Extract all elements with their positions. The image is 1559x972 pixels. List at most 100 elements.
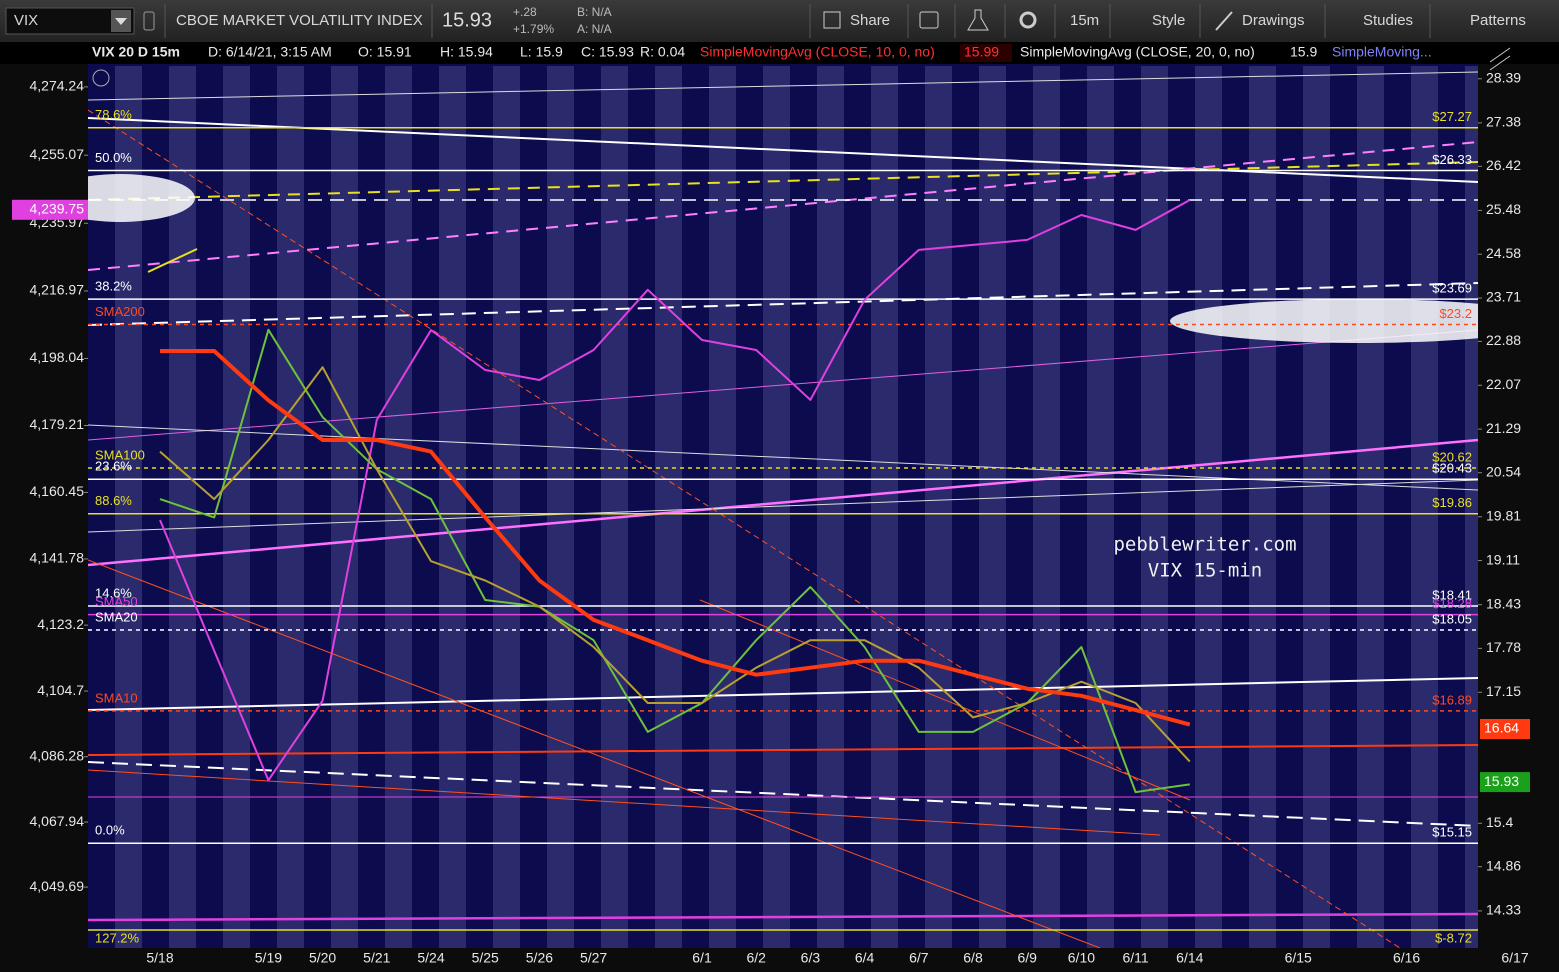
series-line (160, 349, 1191, 727)
share-button[interactable]: Share (850, 12, 890, 29)
level-price: $-8.72 (1435, 930, 1472, 945)
drawings-button[interactable]: Drawings (1242, 12, 1305, 29)
level-name: 0.0% (95, 823, 125, 838)
y-tick-label: 4,179.21 (30, 416, 85, 432)
timeframe-button[interactable]: 15m (1070, 12, 1099, 29)
series-line (159, 328, 1190, 794)
y-tick-label: 4,049.69 (30, 878, 85, 894)
info-close: C: 15.93 (581, 44, 634, 60)
study-value: 15.99 (964, 44, 999, 60)
x-tick-label: 5/25 (472, 950, 499, 966)
info-icon[interactable] (92, 69, 110, 87)
toolbar-separators (164, 4, 1431, 38)
change-pct: +1.79% (513, 22, 554, 36)
level-name: SMA50 (95, 594, 138, 609)
shade-band (1195, 66, 1222, 948)
series-line (159, 366, 1191, 763)
level-name: SMA10 (95, 690, 138, 705)
info-symbol: VIX 20 D 15m (92, 44, 180, 60)
shade-band (817, 66, 844, 948)
shade-band (223, 66, 250, 948)
level-price: $18.41 (1432, 587, 1472, 602)
info-open: O: 15.91 (358, 44, 412, 60)
price-marker (1480, 719, 1530, 740)
x-tick-label: 6/17 (1501, 950, 1528, 966)
shade-band (439, 66, 466, 948)
instrument-title: CBOE MARKET VOLATILITY INDEX (176, 12, 423, 29)
study-label: SimpleMovingAvg (CLOSE, 10, 0, no) (700, 44, 935, 60)
last-price: 15.93 (442, 9, 492, 31)
info-bar (0, 42, 1559, 64)
y2-tick-label: 24.58 (1486, 245, 1521, 261)
study-label: SimpleMoving... (1332, 44, 1432, 60)
y-tick-label: 4,216.97 (30, 282, 85, 298)
x-tick-label: 5/20 (309, 950, 336, 966)
x-tick-label: 6/2 (746, 950, 766, 966)
level-price: $15.15 (1432, 825, 1472, 840)
y2-tick-label: 22.88 (1486, 332, 1521, 348)
shade-band (1141, 66, 1168, 948)
price-marker-label: 16.64 (1484, 720, 1519, 736)
level-price: $26.33 (1432, 152, 1472, 167)
patterns-button[interactable]: Patterns (1470, 12, 1526, 29)
settings-button[interactable] (1019, 11, 1037, 29)
level-name: 88.6% (95, 493, 132, 508)
x-tick-label: 6/16 (1393, 950, 1420, 966)
y-tick-label: 4,086.28 (30, 747, 85, 763)
level-price: $23.2 (1439, 306, 1472, 321)
y2-tick-label: 21.29 (1486, 420, 1521, 436)
y-tick-label: 4,067.94 (30, 813, 85, 829)
y-tick-label: 4,123.2 (37, 616, 84, 632)
x-tick-label: 6/11 (1122, 950, 1148, 966)
y2-tick-label: 14.86 (1486, 857, 1521, 873)
watermark: pebblewriter.com (1113, 534, 1296, 556)
y2-tick-label: 19.81 (1486, 507, 1521, 523)
link-icon[interactable] (143, 11, 155, 31)
level-price: $20.62 (1432, 449, 1472, 464)
info-range: R: 0.04 (640, 44, 685, 60)
right-axis-panel (1478, 64, 1559, 972)
price-marker-label: 15.93 (1484, 773, 1519, 789)
shade-band (1087, 66, 1114, 948)
shade-band (925, 66, 952, 948)
price-marker (12, 199, 88, 220)
price-marker-label: 4,239.75 (30, 200, 85, 216)
series-line (159, 199, 1191, 782)
studies-lab-button[interactable] (967, 9, 989, 31)
x-tick-label: 5/19 (255, 950, 282, 966)
ask: A: N/A (577, 22, 612, 36)
studies-button[interactable]: Studies (1363, 12, 1413, 29)
style-button[interactable]: Style (1152, 12, 1185, 29)
level-price: $18.28 (1432, 596, 1472, 611)
y2-tick-label: 17.78 (1486, 639, 1521, 655)
study-value: 15.9 (1290, 44, 1317, 60)
shade-band (601, 66, 628, 948)
shade-band (1303, 66, 1330, 948)
y-tick-label: 4,141.78 (30, 550, 85, 566)
shade-band (331, 66, 358, 948)
level-name: 14.6% (95, 585, 132, 600)
y-tick-label: 4,198.04 (30, 349, 85, 365)
x-tick-label: 6/1 (692, 950, 712, 966)
level-name: SMA20 (95, 609, 138, 624)
axis-scale-icon[interactable] (1489, 47, 1511, 71)
alert-button[interactable] (919, 11, 939, 29)
level-price: $18.05 (1432, 611, 1472, 626)
info-low: L: 15.9 (520, 44, 563, 60)
x-tick-label: 6/4 (855, 950, 875, 966)
shade-band (1033, 66, 1060, 948)
level-name: 127.2% (95, 930, 140, 945)
info-high: H: 15.94 (440, 44, 493, 60)
y-tick-label: 4,255.07 (30, 146, 85, 162)
y2-tick-label: 27.38 (1486, 114, 1521, 130)
level-price: $20.43 (1432, 461, 1472, 476)
level-price: $23.69 (1432, 281, 1472, 296)
level-name: SMA200 (95, 304, 145, 319)
shade-band (1465, 66, 1478, 948)
x-tick-label: 5/24 (417, 950, 444, 966)
shade-band (1357, 66, 1384, 948)
x-tick-label: 6/8 (963, 950, 983, 966)
symbol[interactable]: VIX (14, 12, 38, 29)
study-value-box (960, 44, 1012, 62)
